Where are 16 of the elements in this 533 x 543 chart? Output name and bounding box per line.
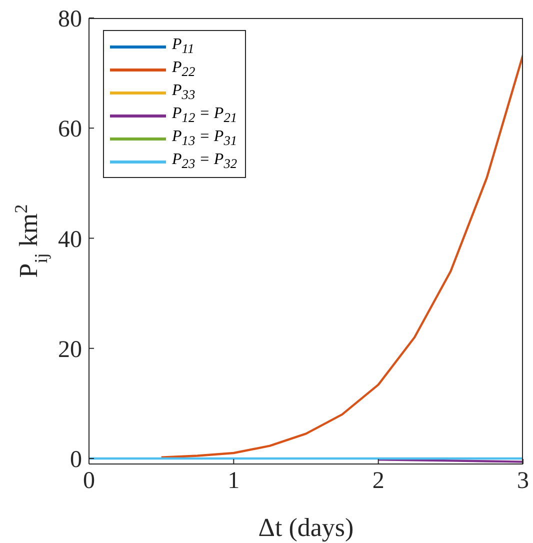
y-tick-label: 60 (58, 116, 82, 143)
legend-label: P$_{22}$ (172, 58, 196, 80)
x-tick-label: 1 (228, 468, 240, 494)
y-tick-label: 40 (58, 226, 82, 253)
x-tick-label: 2 (372, 468, 384, 494)
legend-label: P$_{11}$ (172, 36, 194, 58)
y-tick-label: 80 (58, 6, 82, 33)
x-tick-label: 3 (517, 468, 529, 494)
legend-label: P$_{12}$ = P$_{21}$ (172, 104, 238, 126)
legend-label: P$_{23}$ = P$_{32}$ (172, 150, 238, 172)
y-tick-label: 0 (70, 447, 82, 474)
line-series (160, 54, 523, 458)
y-tick-label: 20 (58, 336, 82, 363)
legend-label: P$_{33}$ (172, 82, 196, 104)
x-axis-title: Δt (days) (258, 513, 354, 542)
legend-label: P$_{13}$ = P$_{31}$ (172, 128, 238, 150)
